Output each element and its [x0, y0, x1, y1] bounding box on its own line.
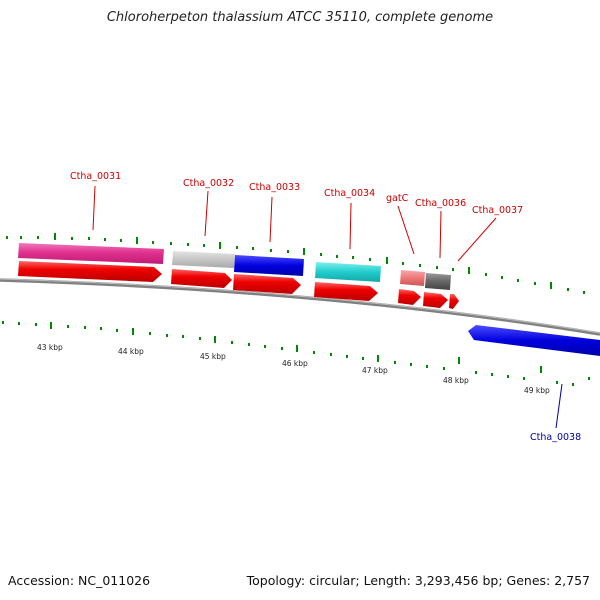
cds-arrow-ctha-0031[interactable]: [18, 261, 162, 282]
cds-arrow-ctha-0032[interactable]: [171, 269, 232, 288]
scale-labels: 43 kbp 44 kbp 45 kbp 46 kbp 47 kbp 48 kb…: [37, 343, 550, 395]
gene-label-ctha-0034[interactable]: Ctha_0034: [324, 188, 375, 199]
genome-summary-text: Topology: circular; Length: 3,293,456 bp…: [246, 573, 590, 588]
gene-block-ctha-0031[interactable]: [18, 243, 164, 264]
gene-label-ctha-0038[interactable]: Ctha_0038: [530, 432, 581, 443]
gene-label-ctha-0031[interactable]: Ctha_0031: [70, 171, 121, 182]
label-leaders: [92, 185, 497, 262]
gene-label-ctha-0032[interactable]: Ctha_0032: [183, 178, 234, 189]
inner-tick-row: [2, 321, 590, 386]
gene-label-gatc[interactable]: gatC: [386, 193, 409, 204]
cds-arrow-ctha-0036[interactable]: [423, 292, 448, 308]
scale-label-45: 45 kbp: [200, 352, 226, 361]
page-title: Chloroherpeton thalassium ATCC 35110, co…: [106, 10, 494, 25]
cds-arrows: [18, 261, 459, 309]
genome-backbone: [0, 278, 600, 336]
outer-tick-row: [6, 233, 585, 294]
cds-arrow-ctha-0033[interactable]: [233, 274, 301, 294]
scale-label-43: 43 kbp: [37, 343, 63, 352]
gene-label-ctha-0037[interactable]: Ctha_0037: [472, 205, 523, 216]
label-leader-ctha-0038: [555, 383, 563, 429]
cds-arrow-ctha-0037[interactable]: [449, 294, 459, 309]
gene-block-ctha-0036[interactable]: [425, 273, 451, 290]
scale-label-46: 46 kbp: [282, 359, 308, 368]
cds-arrow-ctha-0038[interactable]: [468, 325, 600, 356]
cds-arrow-gatc[interactable]: [398, 289, 421, 305]
gene-block-ctha-0033[interactable]: [234, 255, 304, 276]
scale-label-48: 48 kbp: [443, 376, 469, 385]
gene-features: [18, 243, 451, 290]
gene-block-gatc[interactable]: [400, 270, 425, 286]
scale-label-47: 47 kbp: [362, 366, 388, 375]
gene-label-ctha-0033[interactable]: Ctha_0033: [249, 182, 300, 193]
scale-label-44: 44 kbp: [118, 347, 144, 356]
cds-arrow-ctha-0034[interactable]: [314, 282, 378, 301]
scale-label-49: 49 kbp: [524, 386, 550, 395]
accession-text: Accession: NC_011026: [8, 573, 151, 588]
gene-block-ctha-0034[interactable]: [315, 262, 381, 282]
gene-label-ctha-0036[interactable]: Ctha_0036: [415, 198, 466, 209]
gene-block-ctha-0032[interactable]: [172, 251, 235, 268]
